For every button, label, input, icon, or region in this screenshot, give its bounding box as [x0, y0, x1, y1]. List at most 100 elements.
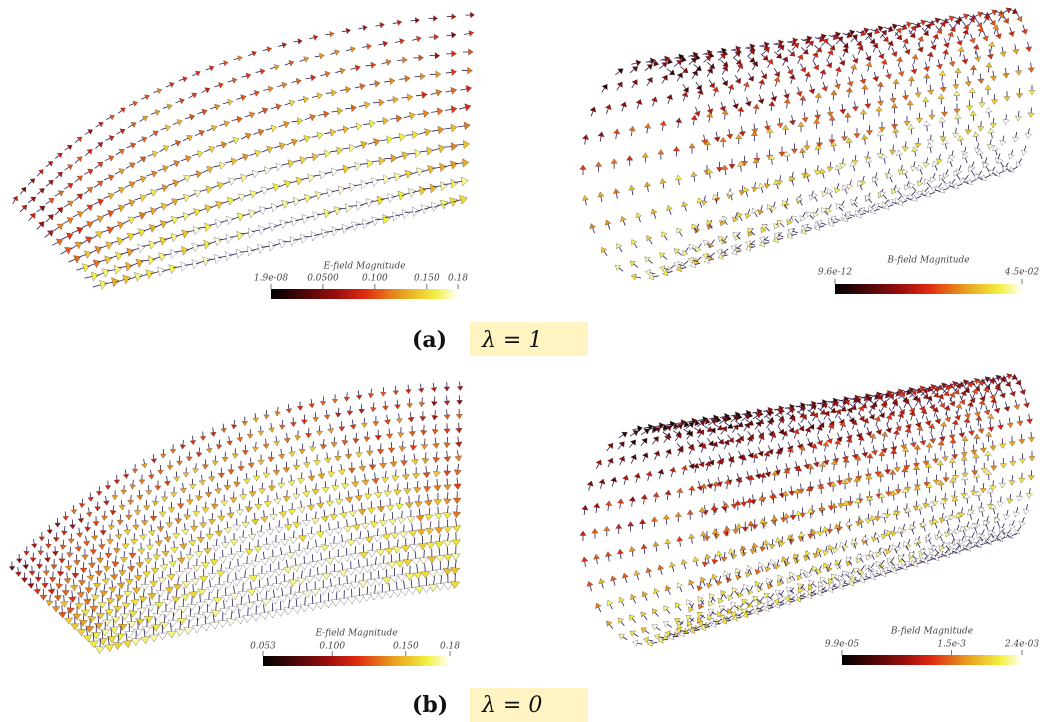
arrow-head	[202, 508, 209, 513]
arrow-head	[799, 148, 805, 153]
arrow-head	[193, 226, 200, 235]
arrow-head	[444, 429, 451, 434]
arrow-head	[414, 487, 422, 493]
arrow-head	[782, 125, 788, 130]
arrow-head	[210, 622, 219, 629]
arrow-head	[707, 483, 713, 488]
arrow-head	[358, 509, 366, 515]
arrow-head	[944, 405, 950, 410]
arrow-head	[308, 174, 315, 182]
arrow-head	[665, 539, 671, 544]
arrow-head	[213, 597, 222, 604]
arrow-head	[303, 548, 311, 554]
arrow-head	[334, 557, 343, 563]
arrow-head	[356, 201, 363, 210]
arrow-head	[760, 519, 766, 524]
arrow-head	[397, 20, 402, 26]
arrow-head	[120, 557, 127, 562]
arrow-head	[990, 20, 995, 26]
arrow-head	[769, 544, 775, 549]
arrow-head	[307, 505, 315, 511]
arrow-head	[226, 216, 233, 225]
arrow-head	[937, 460, 943, 465]
arrow-head	[363, 566, 372, 573]
arrow-head	[160, 564, 168, 570]
arrow-head	[382, 577, 391, 584]
arrow-head	[966, 106, 972, 111]
arrow-head	[392, 589, 402, 596]
arrow-head	[371, 62, 376, 68]
arrow-head	[117, 583, 125, 589]
arrow-head	[641, 628, 647, 633]
arrow-head	[405, 75, 410, 82]
arrow-head	[219, 557, 227, 563]
arrow-head	[407, 94, 412, 101]
arrow-head	[753, 596, 759, 601]
arrow-head	[268, 86, 273, 92]
arrow-head	[293, 197, 300, 206]
arrow-head	[923, 162, 929, 167]
arrow-head	[433, 471, 440, 477]
arrow-head	[107, 598, 115, 604]
arrow-head	[260, 558, 268, 565]
arrow-head	[305, 576, 314, 583]
arrow-head	[249, 492, 256, 497]
arrow-head	[230, 593, 239, 600]
arrow-head	[986, 62, 992, 67]
arrow-head	[215, 488, 222, 493]
arrow-head	[464, 122, 470, 130]
arrow-head	[88, 563, 95, 568]
arrow-head	[141, 521, 148, 526]
arrow-head	[358, 581, 367, 588]
arrow-head	[78, 580, 85, 585]
arrow-head	[423, 110, 429, 118]
arrow-head	[674, 261, 679, 267]
arrow-head	[199, 480, 206, 485]
arrow-head	[142, 116, 147, 121]
arrow-head	[383, 214, 390, 224]
arrow-head	[133, 629, 142, 636]
arrow-head	[391, 533, 399, 539]
arrow-head	[360, 83, 366, 90]
arrow-head	[128, 500, 134, 505]
arrow-head	[158, 633, 168, 640]
arrow-head	[168, 508, 175, 513]
arrow-head	[186, 457, 192, 461]
arrow-head	[183, 194, 190, 202]
arrow-head	[835, 409, 840, 415]
arrow-head	[194, 614, 203, 621]
arrow-head	[155, 602, 164, 608]
arrow-head	[813, 462, 819, 467]
arrow-head	[367, 508, 375, 514]
arrow-head	[140, 636, 150, 643]
arrow-head	[88, 497, 94, 501]
arrow-head	[343, 165, 350, 173]
arrow-head	[393, 212, 400, 222]
arrow-head	[399, 446, 406, 451]
arrow-head	[619, 442, 624, 448]
arrow-head	[881, 432, 887, 437]
arrow-head	[206, 186, 212, 194]
arrow-head	[616, 524, 622, 529]
arrow-head	[433, 16, 437, 22]
arrow-head	[146, 490, 152, 495]
arrow-head	[340, 68, 345, 74]
arrow-head	[727, 423, 733, 428]
arrow-head	[248, 228, 255, 237]
arrow-head	[408, 417, 414, 422]
arrow-head	[182, 582, 191, 588]
arrow-head	[224, 528, 232, 534]
arrow-head	[420, 73, 425, 80]
arrow-head	[283, 496, 290, 501]
arrow-head	[999, 483, 1005, 488]
arrow-head	[249, 575, 258, 581]
arrow-head	[273, 441, 279, 446]
arrow-head	[183, 76, 188, 81]
arrow-head	[890, 491, 896, 496]
arrow-head	[309, 561, 318, 568]
arrow-head	[46, 600, 53, 606]
arrow-head	[841, 137, 847, 142]
arrow-head	[335, 585, 344, 592]
arrow-head	[23, 565, 29, 570]
arrow-head	[391, 154, 397, 162]
